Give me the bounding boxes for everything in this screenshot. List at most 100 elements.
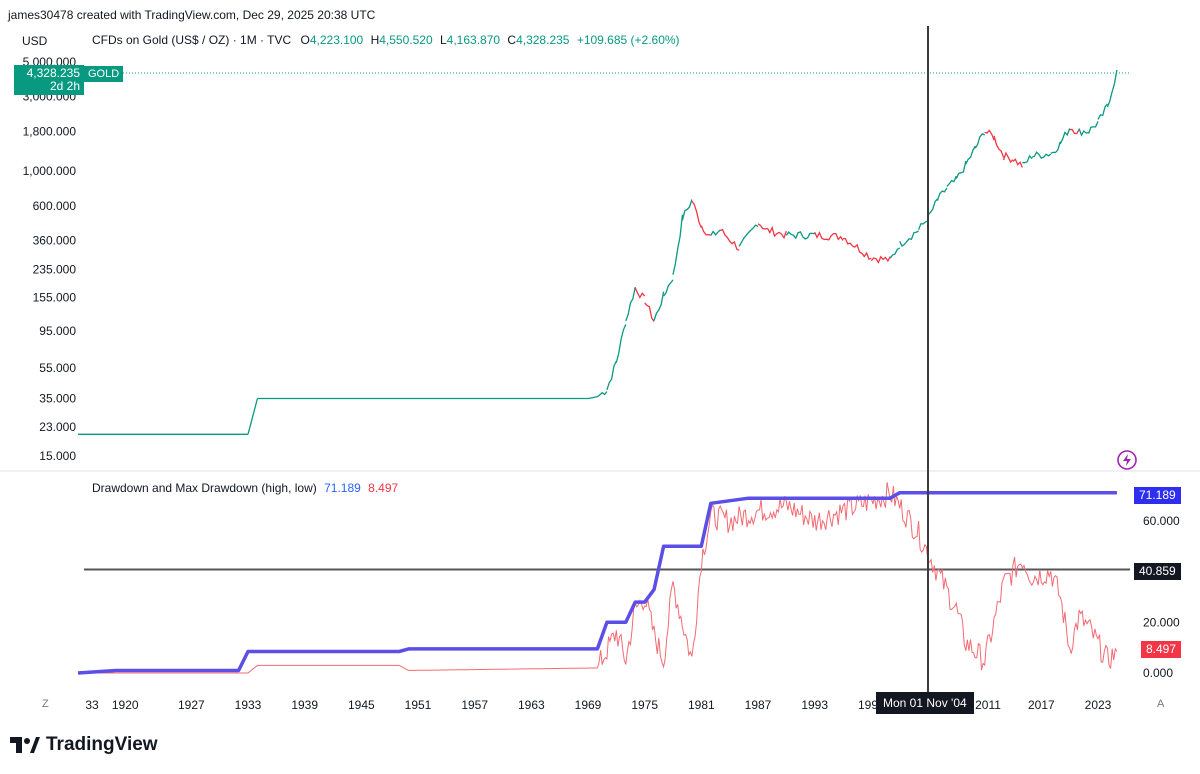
price-tick-label: 1,800.000 xyxy=(23,124,77,138)
last-price-tag: 4,328.235 2d 2h xyxy=(14,65,84,95)
close-value: 4,328.235 xyxy=(516,33,570,47)
price-segment xyxy=(917,220,929,230)
indicator-axis: 60.000 20.000 0.000 xyxy=(1143,514,1180,680)
low-label: L xyxy=(439,33,447,47)
max-drawdown-tag: 71.189 xyxy=(1134,487,1181,504)
price-segment xyxy=(247,398,259,435)
indicator-name: Drawdown and Max Drawdown (high, low) xyxy=(92,481,317,495)
time-tick-label: 2017 xyxy=(1028,698,1055,712)
time-tick-label: 1927 xyxy=(178,698,205,712)
flash-icon[interactable] xyxy=(1116,449,1138,476)
time-tick-label: 1975 xyxy=(631,698,658,712)
zoom-button[interactable]: Z xyxy=(42,698,49,710)
price-segment xyxy=(710,229,721,236)
price-segment xyxy=(955,160,967,179)
low-value: 4,163.870 xyxy=(446,33,501,47)
price-tick-label: 155.000 xyxy=(33,291,77,305)
price-segment xyxy=(870,255,891,264)
price-segment xyxy=(974,132,985,149)
price-segment xyxy=(644,302,655,322)
price-segment xyxy=(634,287,646,299)
tradingview-logo-icon xyxy=(10,737,40,753)
time-axis: 33 1920 1927 1933 1939 1945 1951 1957 1963 1969 19… xyxy=(85,698,1111,712)
price-segment xyxy=(1002,151,1014,164)
crosshair-date-label: Mon 01 Nov '04 xyxy=(876,692,974,714)
price-segment xyxy=(719,228,740,251)
price-tick-label: 35.000 xyxy=(39,392,76,406)
indicator-tick-label: 0.000 xyxy=(1143,666,1173,680)
time-tick-label: 1957 xyxy=(461,698,488,712)
price-axis: 5,000.0003,000.0001,800.0001,000.000600.… xyxy=(23,55,77,463)
time-tick-label: 1981 xyxy=(688,698,715,712)
price-tick-label: 55.000 xyxy=(39,361,76,375)
max-drawdown-line xyxy=(77,490,1117,675)
price-segment xyxy=(691,200,702,228)
price-segment xyxy=(681,199,693,221)
indicator-max-value: 71.189 xyxy=(324,481,361,495)
time-tick-label: 2023 xyxy=(1085,698,1112,712)
indicator-series xyxy=(77,482,1130,675)
price-segment xyxy=(1050,141,1061,154)
price-segment xyxy=(899,230,919,247)
price-tick-label: 95.000 xyxy=(39,324,76,338)
price-tick-label: 600.000 xyxy=(33,199,77,213)
indicator-tick-label: 20.000 xyxy=(1143,615,1180,629)
price-segment xyxy=(1059,128,1071,145)
time-tick-label: 1920 xyxy=(112,698,139,712)
price-segment xyxy=(766,225,787,240)
chart-credit: james30478 created with TradingView.com,… xyxy=(8,8,376,22)
symbol-name: CFDs on Gold (US$ / OZ) · 1M · TVC xyxy=(92,33,292,47)
time-tick-label: 1951 xyxy=(405,698,432,712)
time-tick-label: 2011 xyxy=(975,698,1001,712)
brand-logo: TradingView xyxy=(10,734,158,756)
price-tick-label: 15.000 xyxy=(39,449,76,463)
price-segment xyxy=(785,231,815,240)
price-segment xyxy=(606,361,617,391)
price-segment xyxy=(1022,154,1033,164)
price-tick-label: 1,000.000 xyxy=(23,164,77,178)
price-segment xyxy=(653,291,665,321)
brand-name: TradingView xyxy=(46,734,158,755)
time-tick-label: 33 xyxy=(85,698,99,712)
time-tick-label: 1945 xyxy=(348,698,375,712)
price-segment xyxy=(1106,69,1118,108)
price-segment xyxy=(843,237,872,261)
price-tick-label: 23.000 xyxy=(39,420,76,434)
price-segment xyxy=(984,129,995,141)
currency-label: USD xyxy=(22,34,48,48)
auto-scale-button[interactable]: A xyxy=(1157,698,1165,710)
price-segment xyxy=(927,198,938,216)
drawdown-line xyxy=(78,482,1118,674)
indicator-tick-label: 60.000 xyxy=(1143,514,1180,528)
time-tick-label: 1933 xyxy=(235,698,262,712)
drawdown-tag: 8.497 xyxy=(1141,641,1182,658)
bar-countdown: 2d 2h xyxy=(49,79,80,93)
price-segment xyxy=(1012,158,1023,168)
price-segment xyxy=(814,231,844,241)
price-segment xyxy=(993,135,1005,158)
price-segment xyxy=(965,145,976,165)
price-segment xyxy=(1069,128,1080,135)
symbol-legend[interactable]: CFDs on Gold (US$ / OZ) · 1M · TVC O4,22… xyxy=(92,33,680,47)
close-label: C xyxy=(507,33,517,47)
last-price-value: 4,328.235 xyxy=(26,66,80,80)
change-value: +109.685 (+2.60%) xyxy=(576,33,680,47)
price-tick-label: 360.000 xyxy=(33,233,77,247)
time-tick-label: 1993 xyxy=(801,698,828,712)
price-segment xyxy=(757,223,768,230)
time-tick-label: 1987 xyxy=(745,698,772,712)
price-segment xyxy=(663,279,674,297)
time-tick-label: 1939 xyxy=(291,698,318,712)
price-segment xyxy=(946,175,957,187)
open-value: 4,223.100 xyxy=(309,33,364,47)
indicator-legend[interactable]: Drawdown and Max Drawdown (high, low) 71… xyxy=(92,481,398,495)
hline-tag: 40.859 xyxy=(1134,563,1181,580)
price-segment xyxy=(889,247,901,259)
price-segment xyxy=(672,214,684,275)
price-series xyxy=(78,69,1118,435)
price-segment xyxy=(1097,103,1108,120)
open-label: O xyxy=(300,33,310,47)
price-segment xyxy=(597,391,608,398)
price-segment xyxy=(738,224,759,247)
